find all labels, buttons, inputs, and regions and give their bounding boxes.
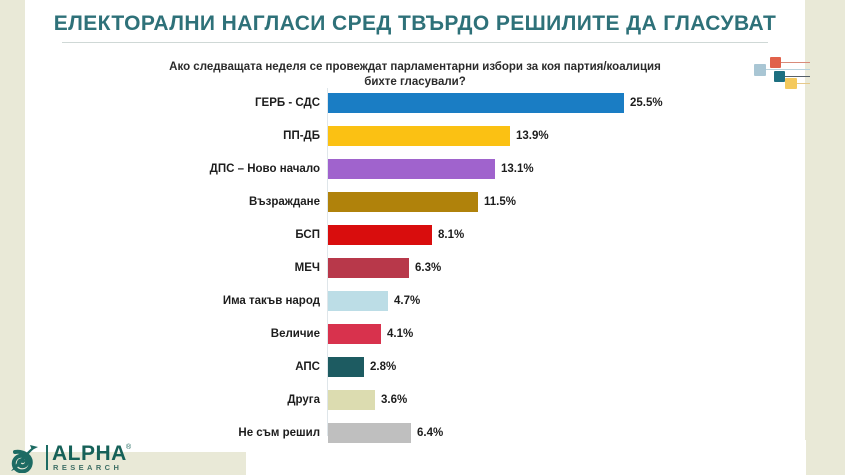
alpha-research-logo: ALPHA ® RESEARCH (8, 442, 138, 474)
bar-value: 6.4% (417, 427, 444, 439)
chart-row: ГЕРБ - СДС 25.5% (196, 88, 756, 118)
logo-wordmark: ALPHA (52, 442, 127, 465)
chart-subtitle: Ако следващата неделя се провеждат парла… (120, 60, 710, 90)
bar-value: 4.1% (387, 328, 414, 340)
bar (328, 126, 510, 146)
bar-value: 13.1% (501, 163, 534, 175)
bar-label: ДПС – Ново начало (209, 163, 320, 175)
bar-label: Не съм решил (238, 427, 320, 439)
chart-row: Друга 3.6% (196, 385, 756, 415)
chart-subtitle-line-1: Ако следващата неделя се провеждат парла… (169, 61, 661, 73)
logo-tagline: RESEARCH (53, 463, 123, 472)
logo-divider (46, 445, 48, 470)
bar-label: Величие (270, 328, 320, 340)
bar-value: 2.8% (370, 361, 397, 373)
bar (328, 357, 364, 377)
bar (328, 192, 478, 212)
bar-label: Възраждане (248, 196, 320, 208)
bar-label: Друга (287, 394, 320, 406)
chart-subtitle-line-2: бихте гласували? (364, 76, 466, 88)
teal-square (774, 71, 785, 82)
chart-row: БСП 8.1% (196, 220, 756, 250)
bar-value: 13.9% (516, 130, 549, 142)
light-blue-square (754, 64, 766, 76)
motif-line-lightblue (760, 69, 810, 70)
content-panel-bottom (246, 440, 806, 475)
motif-line-yellow (796, 83, 810, 84)
bar (328, 324, 381, 344)
bar (328, 390, 375, 410)
chart-row: ДПС – Ново начало 13.1% (196, 154, 756, 184)
bar (328, 423, 411, 443)
chart-row: Има такъв народ 4.7% (196, 286, 756, 316)
bar (328, 225, 432, 245)
bar-chart: ГЕРБ - СДС 25.5% ПП-ДБ 13.9% ДПС – Ново … (196, 88, 756, 443)
bar-label: МЕЧ (294, 262, 320, 274)
chart-row: Величие 4.1% (196, 319, 756, 349)
chart-row: ПП-ДБ 13.9% (196, 121, 756, 151)
bar-value: 25.5% (630, 97, 663, 109)
bar-label: ГЕРБ - СДС (255, 97, 320, 109)
bar-label: БСП (295, 229, 320, 241)
decorative-motif (752, 56, 810, 92)
bar-label: ПП-ДБ (283, 130, 320, 142)
category-axis-line (327, 88, 328, 436)
bar-value: 3.6% (381, 394, 408, 406)
coral-square (770, 57, 781, 68)
chart-row: МЕЧ 6.3% (196, 253, 756, 283)
bar (328, 291, 388, 311)
alpha-symbol-icon (8, 443, 42, 474)
bar-label: Има такъв народ (222, 295, 320, 307)
yellow-square (785, 78, 797, 89)
motif-line-teal (780, 76, 810, 77)
bar (328, 159, 495, 179)
logo-registered-mark: ® (126, 444, 132, 451)
bar-value: 6.3% (415, 262, 442, 274)
motif-line-coral (776, 62, 810, 63)
chart-row: АПС 2.8% (196, 352, 756, 382)
page-title: ЕЛЕКТОРАЛНИ НАГЛАСИ СРЕД ТВЪРДО РЕШИЛИТЕ… (53, 12, 777, 35)
chart-row: Възраждане 11.5% (196, 187, 756, 217)
bar (328, 93, 624, 113)
chart-row: Не съм решил 6.4% (196, 418, 756, 448)
bar-value: 8.1% (438, 229, 465, 241)
bar-value: 4.7% (394, 295, 421, 307)
bar (328, 258, 409, 278)
title-divider (62, 42, 768, 43)
bar-value: 11.5% (484, 196, 516, 208)
bar-label: АПС (295, 361, 320, 373)
